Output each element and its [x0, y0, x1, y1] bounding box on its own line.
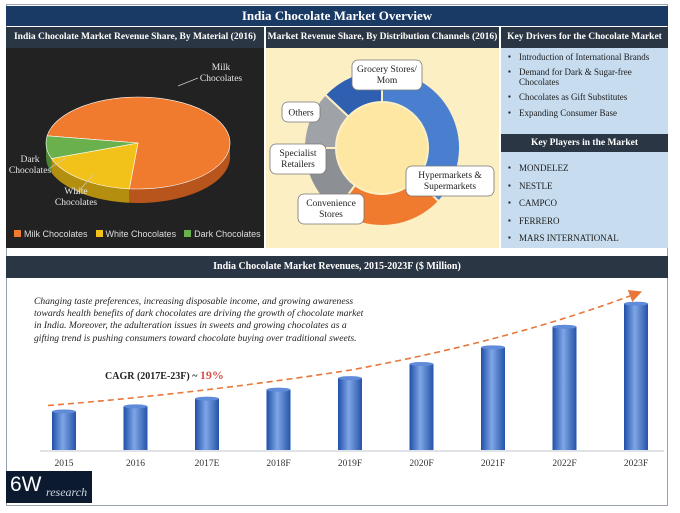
callout-hyper-box: [405, 165, 495, 197]
white-label: White Chocolates: [55, 187, 98, 208]
players-panel: MONDELEZ NESTLE CAMPCO FERRERO MARS INTE…: [501, 152, 668, 248]
pie-slice-milk-side: [129, 143, 230, 204]
pie-slice-dark: [45, 135, 139, 159]
pie-panel-title: India Chocolate Market Revenue Share, By…: [6, 27, 264, 48]
donut-panel-title: Market Revenue Share, By Distribution Ch…: [266, 27, 499, 48]
drivers-panel: Introduction of International Brands Dem…: [501, 48, 668, 134]
driver-item: Introduction of International Brands: [501, 52, 668, 63]
driver-item: Demand for Dark & Sugar-free Chocolates: [501, 67, 668, 88]
milk-leader-line: [177, 77, 199, 87]
brand-logo: 6W research: [6, 471, 92, 503]
logo-wordmark: research: [46, 485, 88, 499]
callout-grocery: Grocery Stores/Mom: [357, 65, 417, 86]
pie-slice-white-side: [51, 158, 130, 203]
market-intro-text: Changing taste preferences, increasing d…: [34, 296, 364, 344]
callout-grocery-box: [351, 59, 423, 91]
callout-others-box: [281, 101, 321, 123]
distribution-donut-chart: Grocery Stores/Mom Others Specialist Retail…: [269, 59, 495, 227]
callout-convenience-box: [297, 193, 365, 225]
player-item: NESTLE: [501, 181, 668, 192]
cagr-annotation: CAGR (2017E-23F) ~ 19%: [105, 368, 224, 383]
callout-specialist-box: [269, 143, 327, 175]
callout-others: Others: [288, 109, 314, 119]
pie-slice-milk: [46, 96, 231, 190]
distribution-donut-panel: Grocery Stores/Mom Others Specialist Retail…: [266, 48, 499, 248]
logo-mark: 6W: [10, 473, 42, 496]
drivers-list: Introduction of International Brands Dem…: [501, 48, 668, 119]
page-title: India Chocolate Market Overview: [6, 6, 668, 26]
players-title: Key Players in the Market: [501, 134, 668, 152]
donut-hole: [337, 103, 427, 193]
driver-item: Chocolates as Gift Substitutes: [501, 92, 668, 103]
callout-hyper: Hypermarkets & Supermarkets: [418, 171, 482, 192]
legend-milk: Milk Chocolates: [14, 229, 88, 239]
pie-slice-white: [50, 142, 139, 190]
player-item: CAMPCO: [501, 198, 668, 209]
player-item: MARS INTERNATIONAL: [501, 233, 668, 244]
cagr-label: CAGR (2017E-23F) ~: [105, 371, 198, 382]
player-item: MONDELEZ: [501, 163, 668, 174]
legend-dark: Dark Chocolates: [184, 229, 261, 239]
cagr-value: 19%: [199, 368, 224, 382]
material-pie-chart: Milk Chocolates Dark Chocolates White Choco…: [9, 63, 243, 208]
driver-item: Expanding Consumer Base: [501, 108, 668, 119]
dark-label: Dark Chocolates: [9, 155, 52, 176]
drivers-title: Key Drivers for the Chocolate Market: [501, 27, 668, 48]
callout-specialist: Specialist Retailers: [280, 149, 317, 170]
pie-slice-dark-side: [46, 143, 52, 173]
pie-legend: Milk Chocolates White Chocolates Dark Ch…: [14, 229, 261, 239]
dark-leader-line: [49, 157, 67, 169]
callout-convenience: Convenience Stores: [306, 199, 356, 220]
players-list: MONDELEZ NESTLE CAMPCO FERRERO MARS INTE…: [501, 152, 668, 244]
legend-white: White Chocolates: [95, 229, 176, 239]
white-leader-line: [75, 173, 95, 195]
player-item: FERRERO: [501, 216, 668, 227]
revenue-chart-title: India Chocolate Market Revenues, 2015-20…: [6, 256, 668, 278]
milk-label: Milk Chocolates: [200, 63, 243, 84]
material-pie-panel: Milk Chocolates Dark Chocolates White Choco…: [6, 48, 264, 248]
